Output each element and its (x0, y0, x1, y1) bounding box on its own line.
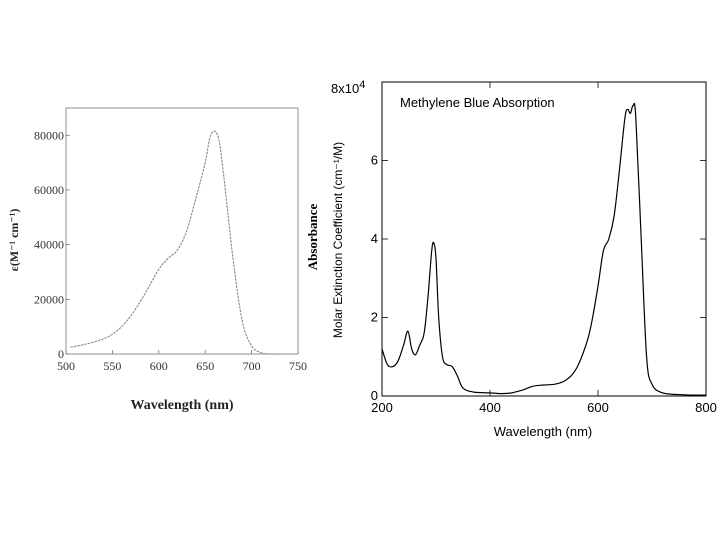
l-y-tick-label: 80000 (34, 128, 64, 142)
r-y-tick-label: 2 (371, 310, 378, 325)
right-x-axis-label: Wavelength (nm) (494, 424, 593, 439)
r-x-tick-label: 800 (695, 400, 717, 415)
right-x-ticks: 200 400 600 800 (371, 82, 717, 415)
right-series-line (381, 102, 707, 396)
left-series-line (70, 130, 285, 355)
l-y-tick-label: 60000 (34, 183, 64, 197)
right-y-multiplier-base: 8x10 (331, 81, 359, 96)
l-x-tick-label: 700 (243, 359, 261, 373)
r-y-tick-label: 6 (371, 153, 378, 168)
l-x-tick-label: 500 (57, 359, 75, 373)
l-y-tick-label: 20000 (34, 292, 64, 306)
right-absorption-chart: 200 400 600 800 0 2 4 6 Methylene Blue Absorpt… (305, 79, 717, 439)
r-x-tick-label: 600 (587, 400, 609, 415)
left-plot-frame (65, 107, 299, 355)
right-y-ticks: 0 2 4 6 (371, 153, 706, 403)
left-absorption-chart: 500 550 600 650 700 750 0 20000 40000 60000 80000… (7, 107, 307, 413)
l-y-tick-label: 0 (58, 347, 64, 361)
r-y-tick-label: 4 (371, 231, 378, 246)
right-y-axis-label: Molar Extinction Coefficient (cm⁻¹/M) (331, 142, 345, 338)
left-y-axis-label: ε(M⁻¹ cm⁻¹) (7, 209, 21, 272)
l-x-tick-label: 650 (196, 359, 214, 373)
l-y-tick-label: 40000 (34, 238, 64, 252)
r-x-tick-label: 200 (371, 400, 393, 415)
right-plot-frame (381, 81, 707, 397)
right-y-axis-secondary-label: Absorbance (305, 204, 320, 271)
r-y-tick-label: 0 (371, 388, 378, 403)
left-x-ticks: 500 550 600 650 700 750 (57, 350, 307, 373)
right-y-multiplier-exponent: 4 (359, 79, 365, 91)
l-x-tick-label: 600 (150, 359, 168, 373)
l-x-tick-label: 550 (103, 359, 121, 373)
right-chart-title: Methylene Blue Absorption (400, 95, 555, 110)
l-x-tick-label: 750 (289, 359, 307, 373)
left-y-ticks: 0 20000 40000 60000 80000 (34, 128, 70, 361)
left-x-axis-label: Wavelength (nm) (130, 398, 233, 413)
right-y-multiplier: 8x104 (331, 79, 365, 96)
r-x-tick-label: 400 (479, 400, 501, 415)
